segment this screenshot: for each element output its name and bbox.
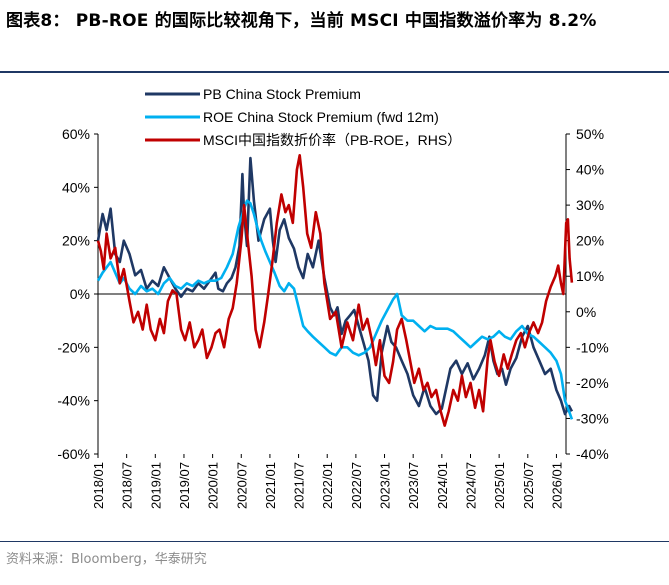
axes-layer: -60% -40% -20% 0% 20% 40% 60% -40% -30% -20% -10% 0… [57, 126, 608, 509]
right-y-tick-label: 0% [576, 304, 596, 320]
x-tick-label: 2020/07 [234, 462, 249, 509]
source-note: 资料来源：Bloomberg，华泰研究 [6, 552, 207, 567]
x-tick-label: 2024/07 [463, 462, 478, 509]
x-tick-label: 2019/01 [148, 462, 163, 509]
series-line-3 [96, 154, 574, 427]
left-y-tick-label: 40% [62, 179, 90, 195]
x-tick-label: 2024/01 [435, 462, 450, 509]
x-tick-label: 2023/07 [406, 462, 421, 509]
x-tick-label: 2023/01 [378, 462, 393, 509]
legend-label-3: MSCI中国指数折价率（PB-ROE，RHS） [203, 132, 461, 148]
right-y-tick-label: 10% [576, 268, 604, 284]
x-tick-label: 2020/01 [206, 462, 221, 509]
left-y-tick-label: 0% [70, 286, 90, 302]
x-tick-label: 2018/01 [91, 462, 106, 509]
right-y-tick-label: 20% [576, 233, 604, 249]
right-y-tick-label: 50% [576, 126, 604, 142]
x-tick-label: 2022/01 [320, 462, 335, 509]
title-divider [0, 71, 669, 73]
source-divider [0, 541, 669, 542]
series-line-2 [96, 199, 574, 420]
pb-roe-premium-chart: -60% -40% -20% 0% 20% 40% 60% -40% -30% -20% -10% 0… [57, 86, 608, 509]
x-tick-label: 2025/07 [521, 462, 536, 509]
left-y-tick-label: -20% [57, 339, 90, 355]
x-tick-label: 2019/07 [177, 462, 192, 509]
right-y-tick-label: 30% [576, 197, 604, 213]
right-y-tick-label: 40% [576, 162, 604, 178]
x-tick-label: 2025/01 [492, 462, 507, 509]
x-tick-label: 2021/07 [292, 462, 307, 509]
series-layer [96, 154, 574, 427]
right-y-tick-label: -10% [576, 339, 609, 355]
left-y-tick-label: 20% [62, 233, 90, 249]
right-y-tick-label: -30% [576, 410, 609, 426]
legend-label-1: PB China Stock Premium [203, 86, 361, 102]
x-tick-label: 2018/07 [120, 462, 135, 509]
series-line-1 [96, 156, 574, 416]
x-tick-label: 2026/01 [549, 462, 564, 509]
chart-title: 图表8： PB-ROE 的国际比较视角下，当前 MSCI 中国指数溢价率为 8.… [6, 11, 597, 31]
x-tick-label: 2022/07 [349, 462, 364, 509]
x-tick-label: 2021/01 [263, 462, 278, 509]
left-y-tick-label: -40% [57, 393, 90, 409]
left-y-tick-label: -60% [57, 446, 90, 462]
right-y-tick-label: -40% [576, 446, 609, 462]
legend: PB China Stock Premium ROE China Stock Pr… [145, 86, 461, 148]
right-y-tick-label: -20% [576, 375, 609, 391]
legend-label-2: ROE China Stock Premium (fwd 12m) [203, 109, 439, 125]
left-y-tick-label: 60% [62, 126, 90, 142]
